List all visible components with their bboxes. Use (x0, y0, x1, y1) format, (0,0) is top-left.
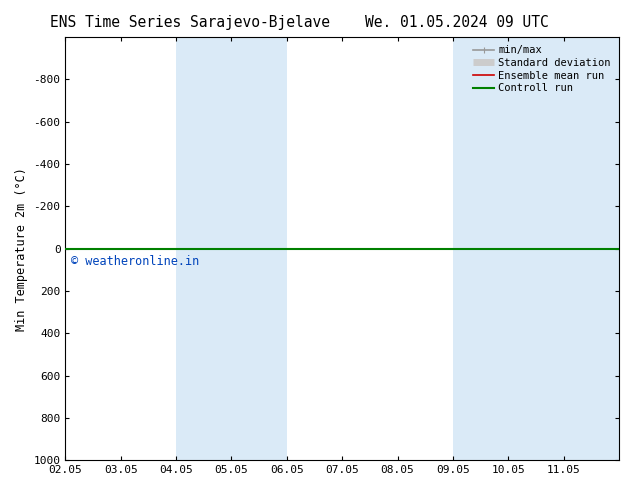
Bar (453, 37, 619, 460)
Text: We. 01.05.2024 09 UTC: We. 01.05.2024 09 UTC (365, 15, 548, 30)
Text: ENS Time Series Sarajevo-Bjelave: ENS Time Series Sarajevo-Bjelave (50, 15, 330, 30)
Y-axis label: Min Temperature 2m (°C): Min Temperature 2m (°C) (15, 167, 28, 331)
Text: © weatheronline.in: © weatheronline.in (71, 255, 199, 268)
Bar (176, 37, 287, 460)
Legend: min/max, Standard deviation, Ensemble mean run, Controll run: min/max, Standard deviation, Ensemble me… (470, 42, 614, 97)
